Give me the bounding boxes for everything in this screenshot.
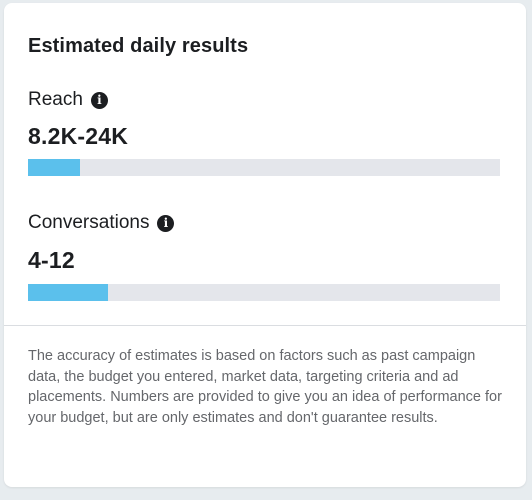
info-icon[interactable]: i <box>90 91 108 109</box>
divider <box>4 325 526 326</box>
reach-value: 8.2K-24K <box>28 123 129 149</box>
disclaimer-text: The accuracy of estimates is based on fa… <box>28 348 502 426</box>
info-icon[interactable]: i <box>157 214 175 232</box>
conversations-label-text: Conversations <box>28 212 150 233</box>
conversations-value: 4-12 <box>28 247 75 273</box>
estimated-daily-results-card: Estimated daily results Reach i 8.2K-24K… <box>4 3 526 487</box>
reach-label-text: Reach <box>28 89 83 110</box>
conversations-progress-fill <box>28 284 109 301</box>
conversations-label: Conversations i <box>28 212 175 234</box>
reach-label: Reach i <box>28 89 108 111</box>
reach-progress-bar <box>28 159 500 176</box>
card-title: Estimated daily results <box>28 35 249 57</box>
conversations-progress-bar <box>28 284 500 301</box>
reach-progress-fill <box>28 159 80 176</box>
